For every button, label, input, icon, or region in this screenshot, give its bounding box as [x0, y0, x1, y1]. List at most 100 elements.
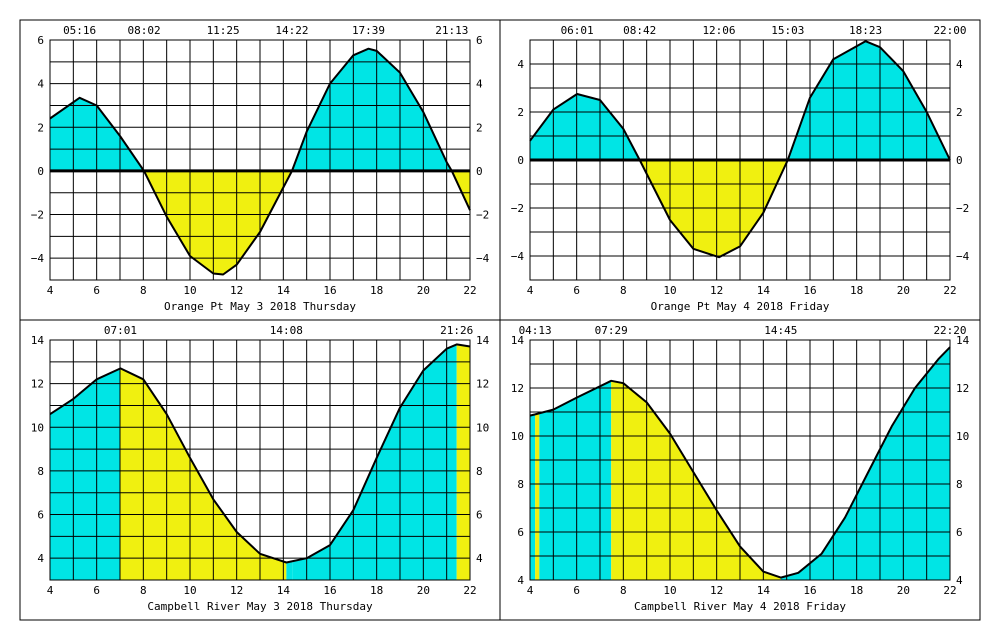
- tide-curve: [529, 346, 951, 579]
- y-tick-label-left: −2: [511, 202, 524, 215]
- x-tick-label: 8: [620, 584, 627, 597]
- event-time-label: 04:13: [519, 324, 552, 337]
- x-tick-label: 20: [897, 284, 910, 297]
- x-tick-label: 10: [183, 584, 196, 597]
- x-tick-label: 6: [573, 584, 580, 597]
- y-tick-label-right: 2: [956, 106, 963, 119]
- y-tick-label-right: −2: [476, 209, 489, 222]
- x-tick-label: 12: [230, 584, 243, 597]
- x-tick-label: 16: [803, 284, 816, 297]
- event-time-label: 18:23: [849, 24, 882, 37]
- x-tick-label: 12: [710, 584, 723, 597]
- panel-orange-pt-may-3: 4 6 8 10 12 14 16 18 20 22−4 −4−2 −20 02 24 46 605:16 08…: [19, 19, 501, 321]
- event-time-label: 21:26: [440, 324, 473, 337]
- panel-title: Campbell River May 3 2018 Thursday: [147, 600, 373, 613]
- x-tick-label: 16: [323, 284, 336, 297]
- x-tick-label: 10: [183, 284, 196, 297]
- y-tick-label-right: 2: [476, 121, 483, 134]
- y-tick-label-left: 14: [511, 334, 525, 347]
- y-tick-label-left: 8: [517, 478, 524, 491]
- panel-title: Orange Pt May 4 2018 Friday: [651, 300, 830, 313]
- event-time-label: 07:01: [104, 324, 137, 337]
- y-tick-label-left: 4: [37, 78, 44, 91]
- event-time-label: 22:00: [933, 24, 966, 37]
- y-tick-label-right: 4: [956, 574, 963, 587]
- event-time-label: 14:45: [764, 324, 797, 337]
- x-tick-label: 14: [277, 584, 291, 597]
- y-tick-label-left: −4: [511, 250, 525, 263]
- y-tick-label-right: −4: [476, 252, 490, 265]
- x-tick-label: 10: [663, 284, 676, 297]
- x-tick-label: 10: [663, 584, 676, 597]
- x-tick-label: 22: [463, 584, 476, 597]
- x-tick-label: 4: [527, 584, 534, 597]
- y-tick-label-left: 4: [517, 58, 524, 71]
- y-tick-label-left: 6: [37, 34, 44, 47]
- falling-band: [456, 344, 470, 580]
- x-tick-label: 18: [370, 284, 383, 297]
- y-tick-label-left: 0: [37, 165, 44, 178]
- y-tick-label-right: 6: [476, 509, 483, 522]
- y-tick-label-right: 14: [476, 334, 490, 347]
- x-tick-label: 22: [943, 584, 956, 597]
- y-tick-label-left: 14: [31, 334, 45, 347]
- x-tick-label: 20: [417, 584, 430, 597]
- x-tick-label: 22: [463, 284, 476, 297]
- event-time-label: 11:25: [207, 24, 240, 37]
- y-tick-label-left: 6: [37, 509, 44, 522]
- x-tick-label: 18: [370, 584, 383, 597]
- event-time-label: 22:20: [933, 324, 966, 337]
- event-time-label: 08:02: [127, 24, 160, 37]
- y-tick-label-left: −2: [31, 209, 44, 222]
- x-tick-label: 6: [573, 284, 580, 297]
- y-tick-label-left: −4: [31, 252, 45, 265]
- x-tick-label: 4: [47, 284, 54, 297]
- event-time-label: 14:08: [270, 324, 303, 337]
- y-tick-label-right: 6: [476, 34, 483, 47]
- panel-orange-pt-may-4: 4 6 8 10 12 14 16 18 20 22−4 −4−2 −20 02 24 406:01 08:4…: [499, 19, 981, 321]
- event-time-label: 15:03: [771, 24, 804, 37]
- y-tick-label-left: 12: [511, 382, 524, 395]
- x-tick-label: 14: [277, 284, 291, 297]
- x-tick-label: 12: [710, 284, 723, 297]
- y-tick-label-left: 6: [517, 526, 524, 539]
- tide-curve: [529, 40, 951, 259]
- event-time-label: 12:06: [702, 24, 735, 37]
- event-time-label: 08:42: [623, 24, 656, 37]
- y-tick-label-right: −2: [956, 202, 969, 215]
- y-tick-label-right: 8: [476, 465, 483, 478]
- y-tick-label-left: 0: [517, 154, 524, 167]
- tide-curve: [49, 343, 471, 564]
- event-time-label: 05:16: [63, 24, 96, 37]
- x-tick-label: 4: [47, 584, 54, 597]
- y-tick-label-right: 12: [476, 378, 489, 391]
- y-tick-label-left: 10: [511, 430, 524, 443]
- y-tick-label-right: 6: [956, 526, 963, 539]
- y-tick-label-right: 8: [956, 478, 963, 491]
- x-tick-label: 20: [897, 584, 910, 597]
- y-tick-label-right: 12: [956, 382, 969, 395]
- plot-border: [49, 39, 471, 281]
- y-tick-label-left: 12: [31, 378, 44, 391]
- x-tick-label: 4: [527, 284, 534, 297]
- x-tick-label: 8: [140, 284, 147, 297]
- x-tick-label: 8: [140, 584, 147, 597]
- x-tick-label: 18: [850, 584, 863, 597]
- y-tick-label-left: 10: [31, 421, 44, 434]
- plot-border: [529, 339, 951, 581]
- y-tick-label-right: −4: [956, 250, 970, 263]
- y-tick-label-right: 4: [476, 78, 483, 91]
- x-tick-label: 20: [417, 284, 430, 297]
- tide-curve: [49, 47, 471, 276]
- x-tick-label: 6: [93, 584, 100, 597]
- y-tick-label-right: 10: [476, 421, 489, 434]
- y-tick-label-left: 4: [517, 574, 524, 587]
- event-time-label: 07:29: [595, 324, 628, 337]
- event-time-label: 17:39: [352, 24, 385, 37]
- y-tick-label-right: 0: [956, 154, 963, 167]
- x-tick-label: 12: [230, 284, 243, 297]
- y-tick-label-left: 2: [37, 121, 44, 134]
- y-tick-label-right: 14: [956, 334, 970, 347]
- y-tick-label-right: 4: [476, 552, 483, 565]
